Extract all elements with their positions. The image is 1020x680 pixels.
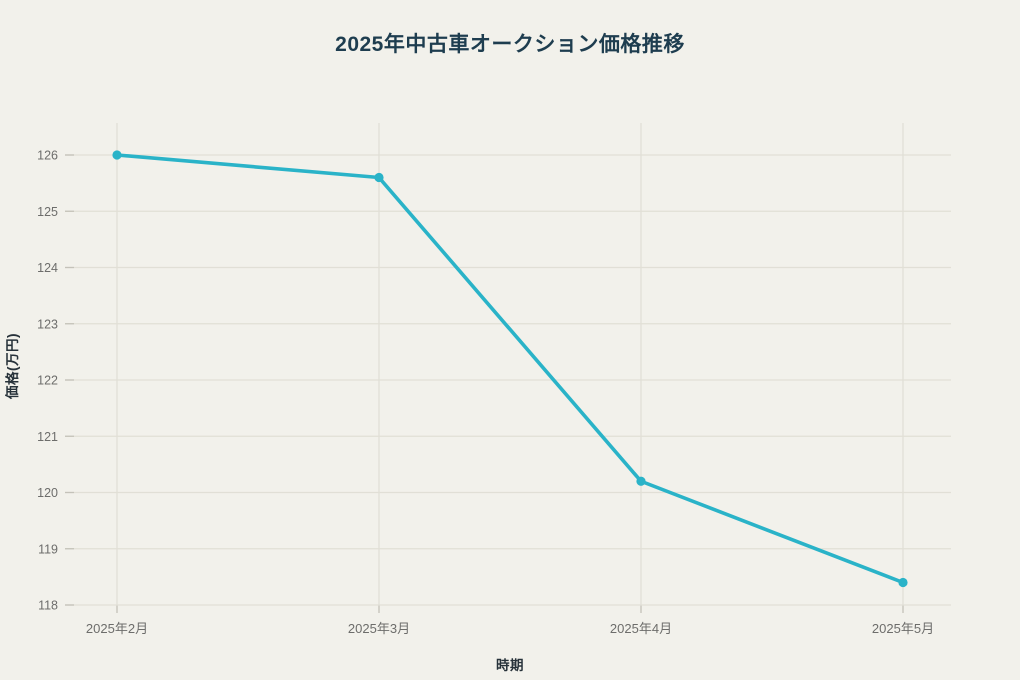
- data-point-marker: [636, 476, 646, 486]
- y-tick-label: 123: [37, 317, 58, 331]
- x-tick-label: 2025年5月: [872, 621, 934, 636]
- y-tick-label: 124: [37, 261, 58, 275]
- y-tick-label: 126: [37, 149, 58, 163]
- y-tick-label: 119: [38, 542, 58, 556]
- y-axis-title: 価格(万円): [5, 333, 20, 399]
- x-tick-label: 2025年4月: [610, 621, 672, 636]
- y-tick-label: 118: [38, 599, 58, 613]
- data-point-marker: [112, 150, 122, 160]
- x-tick-label: 2025年3月: [348, 621, 410, 636]
- y-tick-label: 120: [37, 486, 58, 500]
- y-tick-label: 121: [37, 430, 58, 444]
- data-point-marker: [374, 172, 384, 183]
- y-tick-label: 125: [37, 205, 58, 219]
- chart-title: 2025年中古車オークション価格推移: [335, 33, 685, 56]
- data-point-marker: [898, 577, 908, 588]
- x-axis-title: 時期: [496, 658, 524, 673]
- x-tick-label: 2025年2月: [86, 621, 148, 636]
- y-tick-label: 122: [37, 374, 58, 388]
- line-series: [115, 153, 905, 585]
